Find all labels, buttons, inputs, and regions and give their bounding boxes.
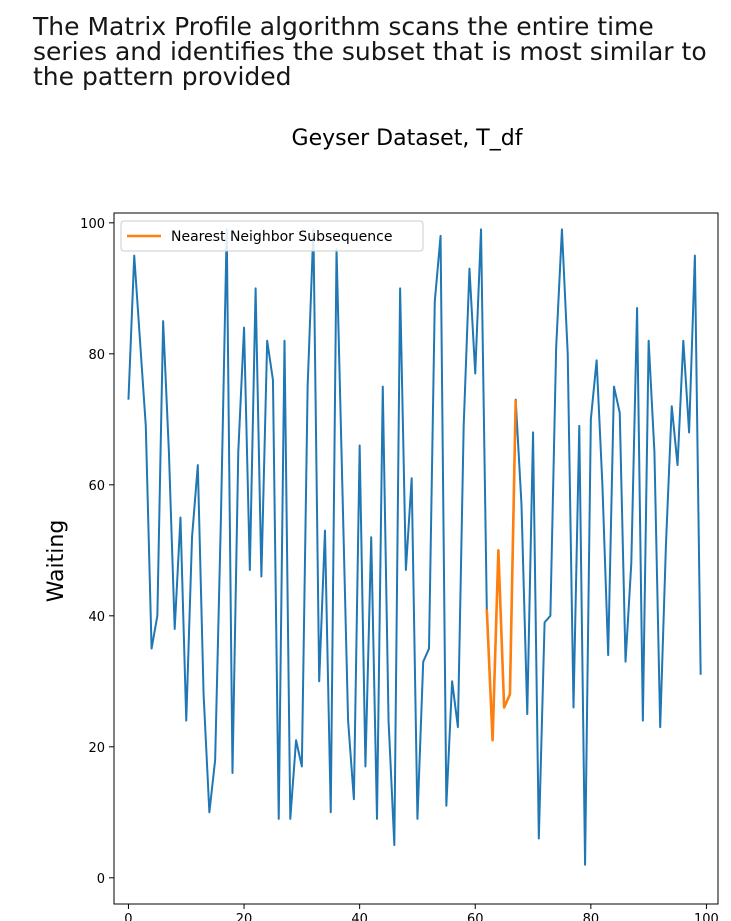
legend-label: Nearest Neighbor Subsequence: [171, 229, 392, 245]
legend: Nearest Neighbor Subsequence: [120, 220, 424, 252]
x-tick-label: 0: [124, 912, 132, 921]
x-tick-label: 60: [467, 912, 484, 921]
x-tick-label: 40: [351, 912, 368, 921]
y-tick-label: 80: [88, 348, 105, 363]
series-group: [127, 228, 702, 866]
axes: 0 20 40 60 80 100 0 20 40 60 80 100: [80, 212, 719, 921]
y-tick-label: 100: [80, 217, 105, 232]
x-tick-label: 20: [236, 912, 253, 921]
legend-box: [120, 220, 424, 252]
y-tick-label: 0: [97, 872, 105, 887]
series-line-waiting: [127, 228, 702, 866]
y-tick-label: 60: [88, 479, 105, 494]
x-tick-label: 100: [694, 912, 719, 921]
x-tick-label: 80: [583, 912, 600, 921]
y-tick-label: 20: [88, 741, 105, 756]
caption-text: The Matrix Profile algorithm scans the e…: [33, 12, 707, 91]
plot-frame: [113, 212, 719, 905]
series-line-nearest-neighbor: [485, 399, 517, 742]
y-tick-label: 40: [88, 610, 105, 625]
y-axis-label: Waiting: [44, 520, 69, 603]
chart-title: Geyser Dataset, T_df: [292, 126, 524, 151]
